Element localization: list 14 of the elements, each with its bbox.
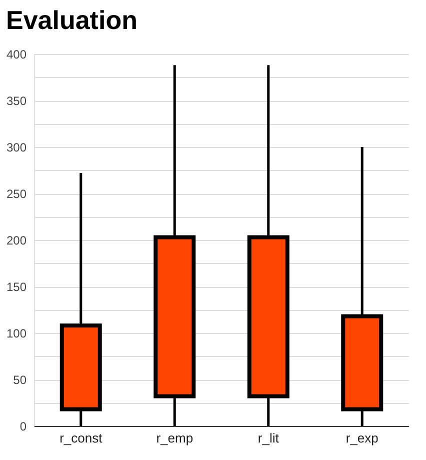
y-tick-label: 150	[6, 280, 27, 294]
chart-title: Evaluation	[6, 5, 138, 35]
x-tick-label: r_exp	[346, 430, 378, 446]
x-tick-label: r_lit	[258, 430, 280, 446]
y-tick-label: 50	[13, 373, 27, 387]
x-tick-label: r_const	[60, 430, 103, 446]
y-tick-label: 350	[6, 94, 27, 108]
y-tick-label: 400	[6, 48, 27, 62]
y-tick-label: 250	[6, 187, 27, 201]
y-tick-label: 300	[6, 140, 27, 154]
y-tick-label: 0	[20, 420, 27, 434]
y-tick-label: 200	[6, 234, 27, 248]
x-tick-label: r_emp	[156, 430, 194, 446]
y-tick-label: 100	[6, 326, 27, 340]
